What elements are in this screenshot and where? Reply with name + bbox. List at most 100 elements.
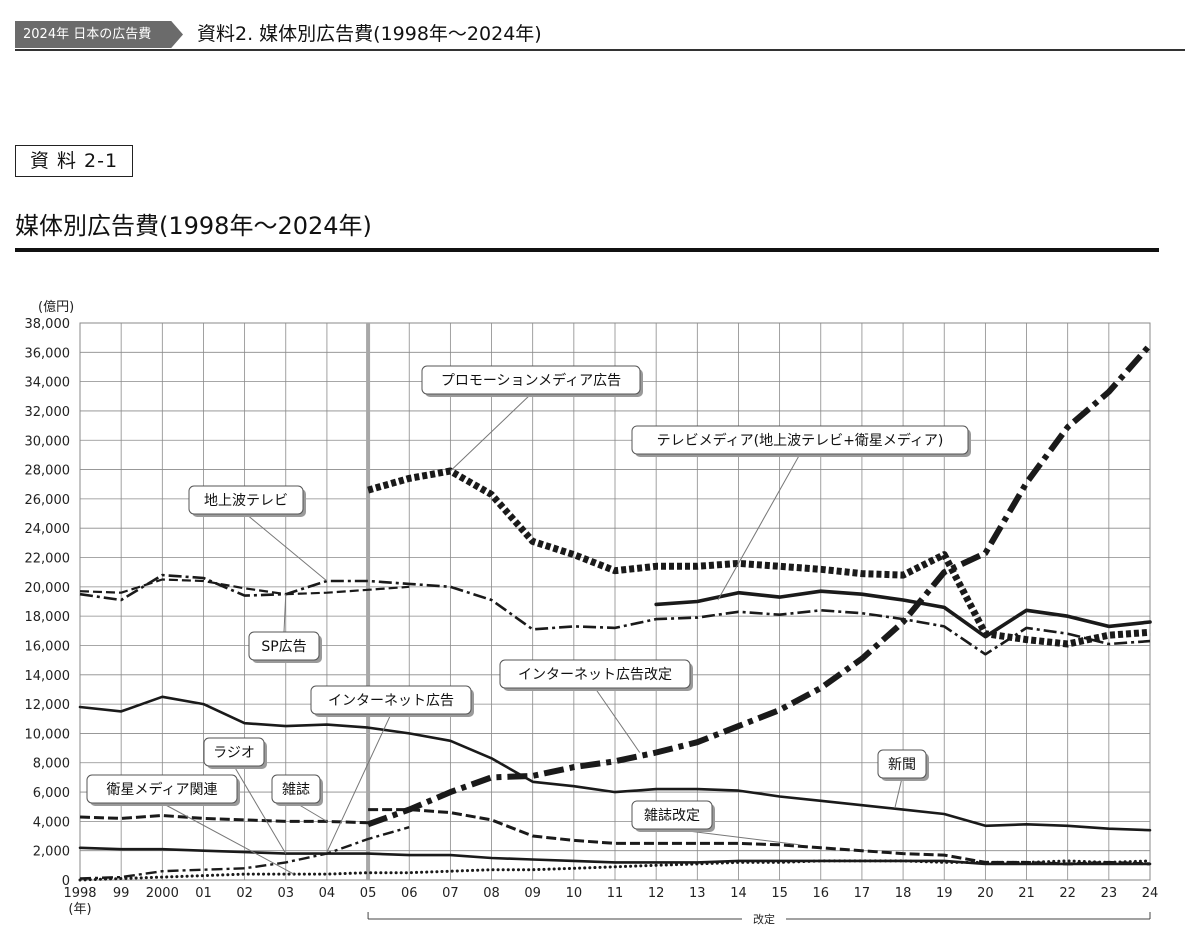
- series-line-satellite: [78, 859, 1152, 882]
- callout-leader: [594, 687, 641, 753]
- callout-leader: [233, 765, 287, 854]
- callout-internet-revised: インターネット広告改定: [499, 659, 693, 753]
- callout-label: インターネット広告改定: [518, 667, 672, 683]
- y-tick-label: 22,000: [25, 552, 71, 567]
- callout-leader: [326, 713, 392, 853]
- callout-box: [248, 631, 320, 661]
- x-tick-label: 19: [936, 886, 953, 901]
- y-tick-label: 4,000: [33, 815, 70, 830]
- callout-label: 新聞: [888, 757, 916, 773]
- x-tick-label: 12: [648, 886, 665, 901]
- y-tick-label: 36,000: [25, 346, 71, 361]
- x-tick-label: 99: [113, 886, 130, 901]
- callout-label: プロモーションメディア広告: [441, 372, 621, 389]
- callout-label: 衛星メディア関連: [106, 781, 217, 798]
- callout-sp-ads: SP広告: [248, 594, 322, 663]
- header-title: 資料2. 媒体別広告費(1998年〜2024年): [197, 23, 542, 45]
- callout-box: [499, 659, 691, 689]
- x-tick-label: 15: [771, 886, 788, 901]
- callout-label: SP広告: [261, 639, 306, 655]
- callout-tv-media: テレビメディア(地上波テレビ+衛星メディア): [631, 425, 971, 601]
- callout-box: [631, 425, 969, 455]
- x-tick-label: 1998: [63, 886, 96, 901]
- x-tick-label: 24: [1142, 886, 1159, 901]
- callout-promotion-media: プロモーションメディア広告: [421, 365, 643, 472]
- callout-box: [421, 365, 641, 395]
- callout-box: [631, 800, 713, 830]
- x-tick-label: 20: [977, 886, 994, 901]
- x-tick-label: 08: [483, 886, 500, 901]
- x-tick-label: 03: [277, 886, 294, 901]
- callout-radio: ラジオ: [203, 737, 287, 854]
- callout-box: [188, 485, 304, 515]
- x-tick-label: 09: [524, 886, 541, 901]
- callout-label: インターネット広告: [328, 693, 454, 709]
- y-tick-label: 16,000: [25, 639, 71, 654]
- callout-box: [877, 749, 927, 779]
- y-tick-label: 24,000: [25, 522, 71, 537]
- callout-newspaper: 新聞: [877, 749, 929, 809]
- x-axis-unit: (年): [68, 902, 91, 917]
- y-tick-label: 34,000: [25, 376, 71, 391]
- x-tick-label: 14: [730, 886, 747, 901]
- callout-label: 地上波テレビ: [204, 493, 288, 509]
- x-tick-label: 04: [319, 886, 336, 901]
- x-tick-label: 2000: [146, 886, 179, 901]
- y-tick-label: 38,000: [25, 317, 71, 332]
- section-label: 資 料 2-1: [15, 145, 133, 177]
- callout-satellite: 衛星メディア関連: [86, 774, 295, 875]
- callout-leader: [894, 777, 903, 809]
- y-tick-label: 8,000: [33, 757, 70, 772]
- callout-leader: [161, 802, 295, 875]
- x-tick-label: 18: [895, 886, 912, 901]
- series-line-promotion-media: [367, 467, 1151, 648]
- callout-internet: インターネット広告: [310, 685, 474, 853]
- callout-box: [86, 774, 238, 804]
- y-axis-unit: (億円): [38, 299, 74, 315]
- x-tick-label: 17: [854, 886, 871, 901]
- revision-label: 改定: [753, 912, 775, 926]
- callout-label: ラジオ: [213, 745, 255, 761]
- series-line-magazine: [79, 814, 369, 825]
- series-line-magazine-revised: [368, 808, 1151, 866]
- y-tick-label: 32,000: [25, 405, 71, 420]
- callout-leader: [295, 802, 328, 822]
- x-tick-label: 11: [607, 886, 624, 901]
- x-tick-label: 06: [401, 886, 418, 901]
- callout-label: 雑誌: [282, 782, 310, 798]
- y-tick-label: 20,000: [25, 581, 71, 596]
- x-tick-label: 05: [360, 886, 377, 901]
- page-title: 媒体別広告費(1998年〜2024年): [15, 212, 372, 240]
- x-tick-label: 23: [1101, 886, 1118, 901]
- series-line-tv-media: [654, 589, 1152, 639]
- series-line-newspaper: [78, 695, 1152, 832]
- series-line-terrestrial-tv: [79, 573, 1151, 656]
- x-tick-label: 02: [236, 886, 253, 901]
- y-tick-label: 30,000: [25, 434, 71, 449]
- y-tick-label: 10,000: [25, 727, 71, 742]
- callout-leader: [450, 393, 532, 472]
- x-tick-label: 13: [689, 886, 706, 901]
- callout-label: テレビメディア(地上波テレビ+衛星メディア): [657, 432, 944, 449]
- x-tick-label: 16: [812, 886, 829, 901]
- series-line-internet-revised: [367, 343, 1153, 828]
- y-tick-label: 0: [62, 874, 70, 889]
- callout-magazine-revised: 雑誌改定: [631, 800, 801, 846]
- header-tag: 2024年 日本の広告費: [15, 21, 183, 48]
- callout-leader: [717, 453, 801, 601]
- x-tick-label: 21: [1018, 886, 1035, 901]
- y-tick-label: 28,000: [25, 464, 71, 479]
- y-tick-label: 18,000: [25, 610, 71, 625]
- callout-box: [310, 685, 472, 715]
- x-tick-label: 01: [195, 886, 212, 901]
- callout-label: 雑誌改定: [644, 808, 700, 824]
- title-rule: [15, 248, 1159, 252]
- callout-box: [203, 737, 265, 767]
- y-tick-label: 14,000: [25, 669, 71, 684]
- callout-box: [271, 774, 321, 804]
- callout-leader: [283, 594, 287, 633]
- x-tick-label: 07: [442, 886, 459, 901]
- y-tick-label: 12,000: [25, 698, 71, 713]
- callout-terrestrial-tv: 地上波テレビ: [188, 485, 328, 582]
